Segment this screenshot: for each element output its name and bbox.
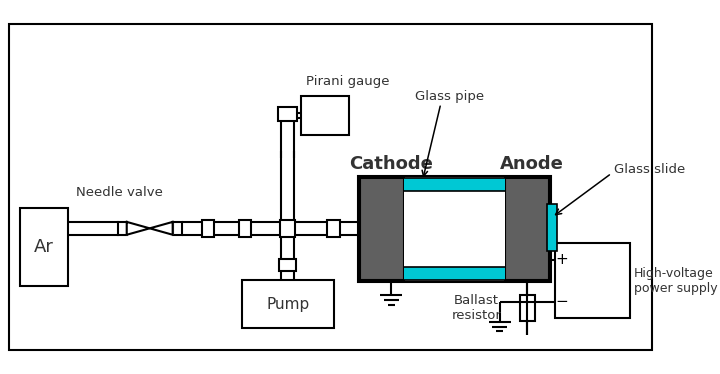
Bar [279, 107, 297, 121]
Text: Cathode: Cathode [349, 155, 433, 173]
Text: Needle valve: Needle valve [76, 186, 163, 199]
Bar [20, 208, 68, 286]
Text: Ballast
resistor: Ballast resistor [451, 294, 502, 322]
Text: High-voltage
power supply: High-voltage power supply [634, 267, 717, 295]
Text: Glass slide: Glass slide [613, 163, 685, 176]
Text: −: − [556, 294, 569, 309]
Bar [505, 178, 549, 280]
Bar [404, 178, 505, 191]
Text: Ar: Ar [34, 238, 54, 256]
Text: Pirani gauge: Pirani gauge [306, 75, 390, 88]
Bar [360, 178, 404, 280]
Bar [243, 280, 334, 328]
Bar [547, 203, 557, 251]
Polygon shape [150, 222, 173, 235]
Bar [358, 176, 551, 282]
Bar [280, 220, 294, 237]
Text: +: + [556, 252, 569, 267]
Bar [239, 220, 251, 237]
Bar [520, 295, 534, 321]
Polygon shape [127, 222, 150, 235]
Bar [279, 259, 296, 270]
Bar [173, 222, 182, 235]
Text: Anode: Anode [500, 155, 564, 173]
Bar [117, 222, 127, 235]
Bar [404, 267, 505, 280]
Bar [327, 220, 340, 237]
Text: Pump: Pump [267, 297, 310, 312]
Bar [554, 243, 630, 318]
Text: Glass pipe: Glass pipe [415, 90, 485, 102]
Bar [301, 96, 349, 135]
Bar [404, 178, 505, 280]
Bar [202, 220, 214, 237]
